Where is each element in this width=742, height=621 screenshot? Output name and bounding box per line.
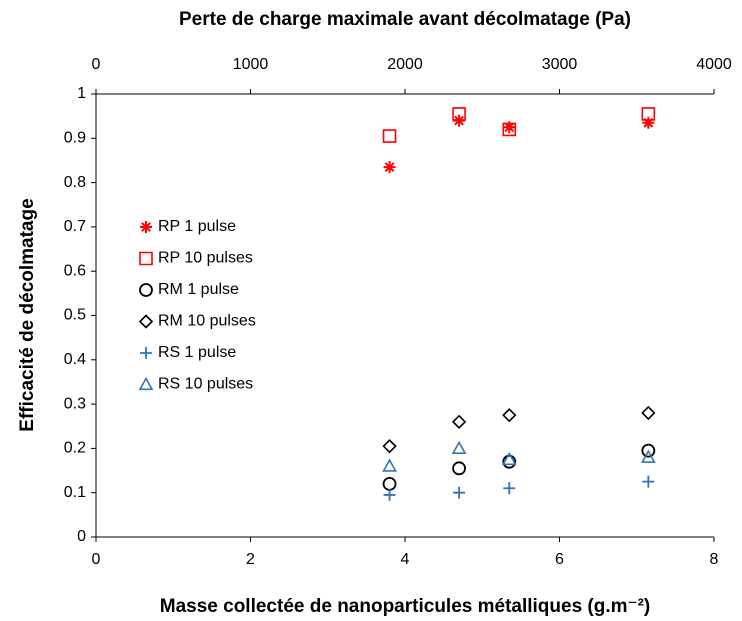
x2-tick-label: 1000 xyxy=(233,56,269,73)
chart-title: Perte de charge maximale avant décolmata… xyxy=(179,9,631,30)
legend-label: RS 1 pulse xyxy=(158,344,236,361)
x-tick-label: 0 xyxy=(92,551,101,568)
y-tick-label: 0.6 xyxy=(64,262,86,279)
x-tick-label: 2 xyxy=(246,551,255,568)
legend-marker xyxy=(139,251,153,266)
data-point xyxy=(502,122,517,137)
y-tick-label: 0.7 xyxy=(64,218,86,235)
data-point xyxy=(382,458,397,472)
data-point xyxy=(452,461,466,476)
y-tick-label: 0.1 xyxy=(64,484,86,501)
x2-tick-label: 2000 xyxy=(387,56,423,73)
legend-label: RP 10 pulses xyxy=(158,250,253,267)
x2-tick-label: 4000 xyxy=(696,56,732,73)
data-point xyxy=(451,440,467,454)
data-point xyxy=(502,454,517,469)
y-tick-label: 0.2 xyxy=(64,440,86,457)
data-point xyxy=(383,161,396,174)
data-point xyxy=(641,443,656,458)
data-point xyxy=(383,488,396,501)
data-point xyxy=(382,129,397,143)
data-point xyxy=(451,414,467,429)
y-tick-label: 0.3 xyxy=(64,395,86,412)
x2-tick-label: 3000 xyxy=(542,56,578,73)
x-axis-label: Masse collectée de nanoparticules métall… xyxy=(160,596,650,617)
legend-marker xyxy=(138,314,154,329)
y-tick-label: 1 xyxy=(77,85,86,102)
data-point xyxy=(502,408,517,423)
y-tick-label: 0.5 xyxy=(64,307,86,324)
data-point xyxy=(640,449,656,463)
x-tick-label: 4 xyxy=(401,551,410,568)
x-tick-label: 8 xyxy=(710,551,719,568)
data-point xyxy=(452,107,466,121)
y-tick-label: 0.9 xyxy=(64,130,86,147)
data-point xyxy=(453,486,466,499)
legend-marker xyxy=(140,221,152,233)
y-tick-label: 0.4 xyxy=(64,351,86,368)
y-tick-label: 0 xyxy=(77,528,86,545)
legend-marker xyxy=(138,376,154,391)
x-tick-label: 6 xyxy=(555,551,564,568)
y-axis-label: Efficacité de décolmatage xyxy=(17,198,38,431)
data-point xyxy=(503,121,516,134)
legend-label: RM 10 pulses xyxy=(158,313,256,330)
data-point xyxy=(382,476,397,491)
legend-label: RS 10 pulses xyxy=(158,376,253,393)
legend-marker xyxy=(139,283,153,297)
data-point xyxy=(641,405,656,421)
data-point xyxy=(382,439,397,454)
data-point xyxy=(641,107,656,121)
data-point xyxy=(642,475,655,488)
x2-tick-label: 0 xyxy=(92,56,101,73)
data-point xyxy=(501,451,517,466)
legend-marker xyxy=(140,347,152,359)
data-point xyxy=(503,482,516,495)
y-tick-label: 0.8 xyxy=(64,174,86,191)
legend-label: RP 1 pulse xyxy=(158,218,236,235)
legend-label: RM 1 pulse xyxy=(158,281,239,298)
data-point xyxy=(642,116,655,129)
